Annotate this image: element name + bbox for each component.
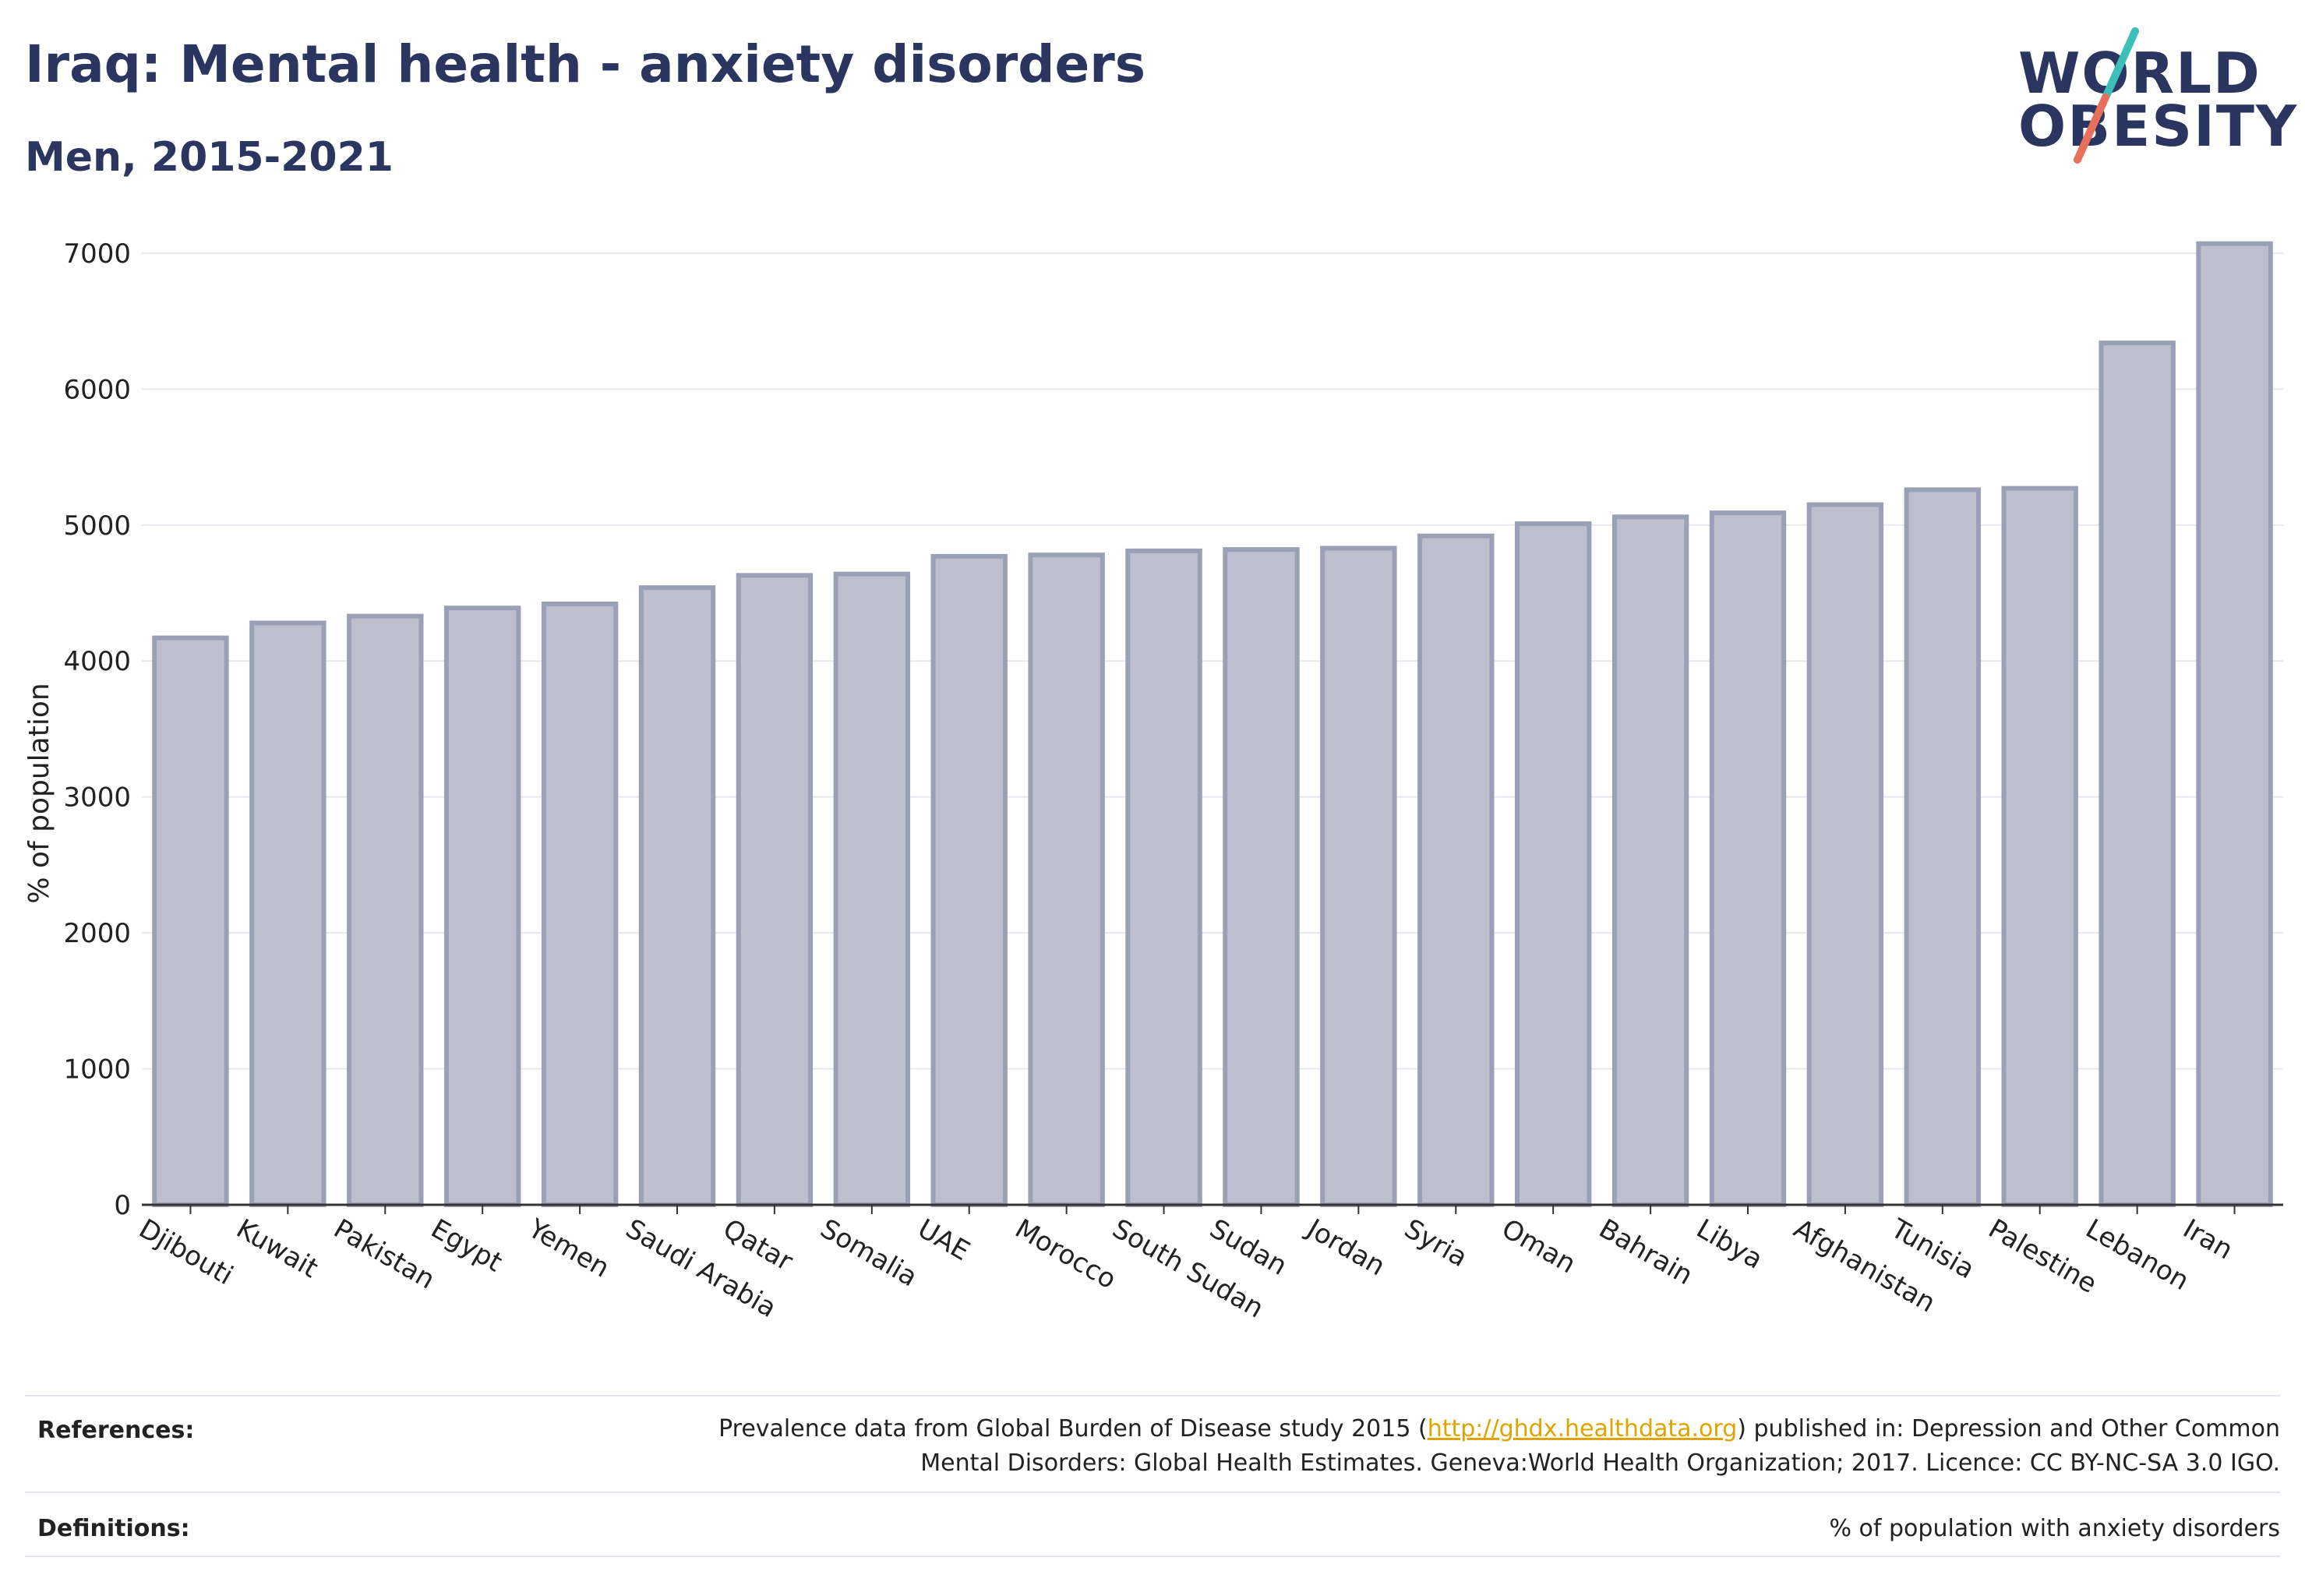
x-tick-label: Yemen [522, 1213, 615, 1284]
bar-saudi-arabia[interactable] [638, 585, 716, 1207]
x-tick-label: Syria [1399, 1213, 1472, 1274]
bar-kuwait[interactable] [249, 620, 327, 1207]
bar-djibouti[interactable] [152, 635, 229, 1207]
y-tick-label: 5000 [63, 510, 131, 542]
bar-iran[interactable] [2196, 241, 2273, 1208]
logo-text-obesity: OBESITY [2018, 94, 2299, 159]
x-tick-label: Morocco [1010, 1213, 1121, 1296]
x-tick-label: Palestine [1983, 1213, 2102, 1300]
references-post2: Mental Disorders: Global Health Estimate… [920, 1449, 2280, 1477]
bar-yemen[interactable] [541, 601, 619, 1207]
y-tick-label: 6000 [63, 374, 131, 405]
x-tick-label: Iran [2178, 1213, 2238, 1266]
y-axis-label: % of population [23, 683, 55, 903]
x-tick-label: Kuwait [231, 1213, 323, 1284]
x-tick-label: Somalia [815, 1213, 923, 1294]
bar-morocco[interactable] [1028, 553, 1105, 1207]
bar-libya[interactable] [1709, 510, 1787, 1208]
world-obesity-logo: WORLD OBESITY [2018, 23, 2296, 171]
x-tick-label: Djibouti [134, 1213, 238, 1292]
x-tick-label: UAE [912, 1213, 975, 1267]
y-tick-label: 3000 [63, 782, 131, 814]
bar-palestine[interactable] [2001, 486, 2078, 1207]
footer-divider-middle [25, 1492, 2280, 1493]
x-tick-label: Lebanon [2081, 1213, 2194, 1297]
x-tick-label: Libya [1691, 1213, 1768, 1276]
bar-bahrain[interactable] [1611, 514, 1689, 1207]
bar-tunisia[interactable] [1904, 487, 1982, 1207]
bar-syria[interactable] [1417, 533, 1495, 1207]
bar-uae[interactable] [930, 553, 1008, 1207]
bars [152, 241, 2273, 1208]
references-text: Prevalence data from Global Burden of Di… [644, 1412, 2280, 1481]
bar-sudan[interactable] [1223, 547, 1300, 1207]
bar-afghanistan[interactable] [1806, 502, 1884, 1208]
chart-subtitle: Men, 2015-2021 [25, 134, 394, 181]
y-tick-label: 0 [114, 1190, 131, 1221]
footer-divider-top [25, 1395, 2280, 1396]
logo-slash-icon [2074, 27, 2139, 164]
x-tick-label: Bahrain [1594, 1213, 1698, 1291]
y-axis-ticks: 0 1000 2000 3000 4000 5000 6000 7000 [63, 238, 131, 1221]
references-label: References: [37, 1417, 195, 1444]
footer-divider-bottom [25, 1555, 2280, 1557]
bar-qatar[interactable] [736, 573, 814, 1208]
y-tick-label: 4000 [63, 646, 131, 677]
x-tick-label: Pakistan [328, 1213, 439, 1296]
logo-text-world: WORLD [2018, 41, 2261, 106]
bar-somalia[interactable] [833, 571, 911, 1208]
references-pre: Prevalence data from Global Burden of Di… [718, 1415, 1428, 1442]
x-tick-label: Oman [1496, 1213, 1581, 1280]
bar-chart: 0 1000 2000 3000 4000 5000 6000 7000 DjiboutiKu… [23, 238, 2283, 1325]
chart-title: Iraq: Mental health - anxiety disorders [25, 34, 1146, 94]
x-tick-label: Jordan [1301, 1213, 1390, 1283]
bar-oman[interactable] [1514, 521, 1592, 1207]
bar-lebanon[interactable] [2099, 341, 2176, 1207]
references-post1: ) published in: Depression and Other Com… [1737, 1415, 2280, 1442]
y-tick-label: 2000 [63, 918, 131, 949]
references-link[interactable]: http://ghdx.healthdata.org [1427, 1415, 1738, 1442]
y-tick-label: 7000 [63, 238, 131, 270]
bar-egypt[interactable] [443, 606, 521, 1207]
definitions-text: % of population with anxiety disorders [1829, 1515, 2280, 1542]
bar-jordan[interactable] [1320, 546, 1397, 1207]
y-tick-label: 1000 [63, 1054, 131, 1086]
bar-pakistan[interactable] [347, 613, 424, 1207]
definitions-label: Definitions: [37, 1515, 190, 1542]
bar-south-sudan[interactable] [1125, 548, 1202, 1207]
